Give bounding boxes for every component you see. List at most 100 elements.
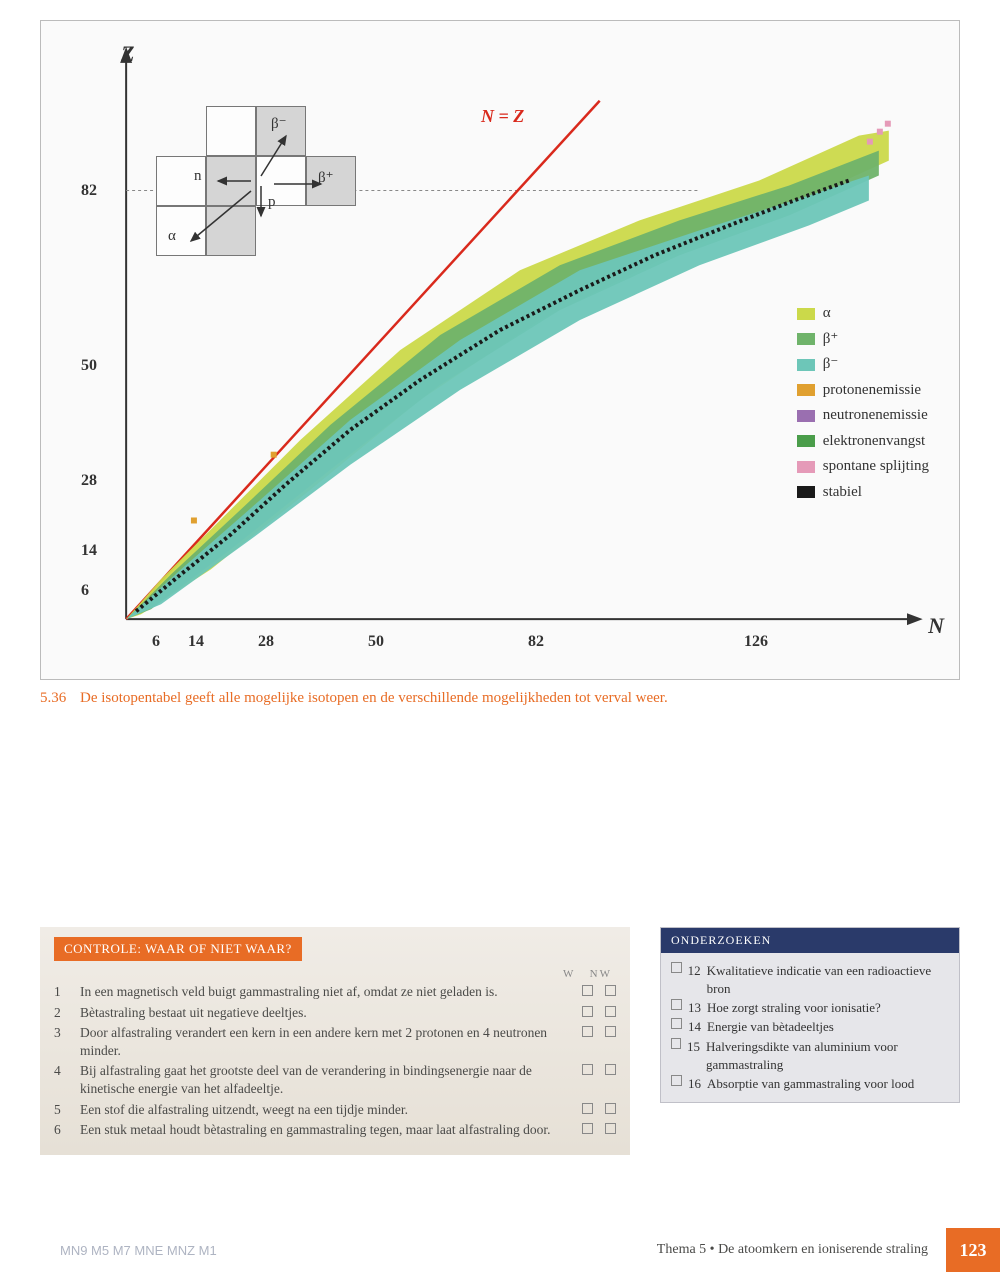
legend-label: spontane splijting <box>823 454 929 480</box>
onderzoeken-text: Hoe zorgt straling voor ionisatie? <box>707 999 881 1017</box>
col-w: W <box>563 968 575 980</box>
figure-caption: 5.36 De isotopentabel geeft alle mogelij… <box>40 690 960 707</box>
inset-beta-plus: β⁺ <box>318 168 334 187</box>
question-text: Een stuk metaal houdt bètastraling en ga… <box>80 1121 572 1139</box>
legend-swatch <box>797 384 815 396</box>
onderzoeken-item: 12Kwalitatieve indicatie van een radioac… <box>671 962 949 998</box>
question-row: 1 In een magnetisch veld buigt gammastral… <box>54 983 616 1001</box>
checkbox[interactable] <box>605 1103 616 1114</box>
question-text: In een magnetisch veld buigt gammastrali… <box>80 983 572 1001</box>
question-checkboxes <box>582 983 616 996</box>
x-tick: 82 <box>528 633 544 651</box>
checkbox[interactable] <box>582 1006 593 1017</box>
question-checkboxes <box>582 1024 616 1037</box>
checkbox[interactable] <box>671 1018 682 1029</box>
checkbox[interactable] <box>605 1064 616 1075</box>
question-row: 6 Een stuk metaal houdt bètastraling en g… <box>54 1121 616 1139</box>
control-header: CONTROLE: WAAR OF NIET WAAR? <box>54 937 302 961</box>
checkbox[interactable] <box>582 1103 593 1114</box>
question-text: Bètastraling bestaat uit negatieve deelt… <box>80 1004 572 1022</box>
legend-item: α <box>797 301 929 327</box>
checkbox[interactable] <box>582 985 593 996</box>
checkbox[interactable] <box>582 1064 593 1075</box>
inset-alpha: α <box>168 228 176 245</box>
onderzoeken-number: 15 <box>687 1038 700 1074</box>
col-nw: NW <box>590 968 612 980</box>
footer-theme: Thema 5 • De atoomkern en ioniserende st… <box>657 1242 946 1272</box>
legend-item: stabiel <box>797 480 929 506</box>
y-tick: 6 <box>81 582 89 600</box>
caption-number: 5.36 <box>40 690 66 706</box>
legend-label: stabiel <box>823 480 862 506</box>
onderzoeken-item: 13Hoe zorgt straling voor ionisatie? <box>671 999 949 1017</box>
page-number: 123 <box>946 1228 1000 1272</box>
question-text: Bij alfastraling gaat het grootste deel … <box>80 1062 572 1098</box>
legend-label: β⁻ <box>823 352 839 378</box>
onderzoeken-text: Absorptie van gammastraling voor lood <box>707 1075 914 1093</box>
legend-item: elektronenvangst <box>797 429 929 455</box>
checkbox[interactable] <box>671 1075 682 1086</box>
checkbox[interactable] <box>671 999 682 1010</box>
legend-item: spontane splijting <box>797 454 929 480</box>
legend-swatch <box>797 308 815 320</box>
x-tick: 28 <box>258 633 274 651</box>
question-number: 1 <box>54 983 70 1001</box>
chart-legend: αβ⁺β⁻protonenemissieneutronenemissieelek… <box>797 301 929 505</box>
question-row: 2 Bètastraling bestaat uit negatieve deel… <box>54 1004 616 1022</box>
inset-beta-minus: β⁻ <box>271 114 287 133</box>
control-block: CONTROLE: WAAR OF NIET WAAR? W NW 1 In ee… <box>40 927 630 1155</box>
checkbox[interactable] <box>582 1123 593 1134</box>
legend-swatch <box>797 435 815 447</box>
legend-swatch <box>797 359 815 371</box>
checkbox[interactable] <box>605 1006 616 1017</box>
inset-n: n <box>194 168 202 185</box>
legend-label: elektronenvangst <box>823 429 925 455</box>
question-number: 5 <box>54 1101 70 1119</box>
inset-p: p <box>268 194 276 211</box>
question-checkboxes <box>582 1101 616 1114</box>
nuclide-chart: Z N N = Z <box>40 20 960 680</box>
question-row: 4 Bij alfastraling gaat het grootste deel… <box>54 1062 616 1098</box>
onderzoeken-item: 16 Absorptie van gammastraling voor lood <box>671 1075 949 1093</box>
decay-inset: β⁻ n p β⁺ α <box>146 106 386 276</box>
onderzoeken-text: Halveringsdikte van aluminium voor gamma… <box>706 1038 949 1074</box>
legend-item: neutronenemissie <box>797 403 929 429</box>
legend-label: α <box>823 301 831 327</box>
legend-swatch <box>797 486 815 498</box>
checkbox[interactable] <box>605 1026 616 1037</box>
question-checkboxes <box>582 1121 616 1134</box>
y-tick: 28 <box>81 472 97 490</box>
x-tick: 126 <box>744 633 768 651</box>
onderzoeken-number: 16 <box>688 1075 701 1093</box>
checkbox[interactable] <box>582 1026 593 1037</box>
x-tick: 50 <box>368 633 384 651</box>
question-row: 5 Een stof die alfastraling uitzendt, wee… <box>54 1101 616 1119</box>
question-number: 2 <box>54 1004 70 1022</box>
checkbox[interactable] <box>605 1123 616 1134</box>
legend-swatch <box>797 333 815 345</box>
onderzoeken-text: Energie van bètadeeltjes <box>707 1018 834 1036</box>
legend-swatch <box>797 410 815 422</box>
legend-label: protonenemissie <box>823 378 921 404</box>
checkbox[interactable] <box>671 1038 681 1049</box>
legend-item: β⁺ <box>797 327 929 353</box>
onderzoeken-item: 14 Energie van bètadeeltjes <box>671 1018 949 1036</box>
question-number: 6 <box>54 1121 70 1139</box>
checkbox[interactable] <box>605 985 616 996</box>
x-tick: 6 <box>152 633 160 651</box>
legend-item: protonenemissie <box>797 378 929 404</box>
legend-label: neutronenemissie <box>823 403 928 429</box>
question-text: Een stof die alfastraling uitzendt, weeg… <box>80 1101 572 1119</box>
legend-swatch <box>797 461 815 473</box>
onderzoeken-header: ONDERZOEKEN <box>661 928 959 953</box>
nz-line-label: N = Z <box>481 106 524 127</box>
question-number: 4 <box>54 1062 70 1080</box>
question-checkboxes <box>582 1062 616 1075</box>
onderzoeken-panel: ONDERZOEKEN 12Kwalitatieve indicatie van… <box>660 927 960 1103</box>
y-tick: 50 <box>81 357 97 375</box>
onderzoeken-item: 15Halveringsdikte van aluminium voor gam… <box>671 1038 949 1074</box>
legend-item: β⁻ <box>797 352 929 378</box>
checkbox[interactable] <box>671 962 682 973</box>
onderzoeken-number: 14 <box>688 1018 701 1036</box>
question-number: 3 <box>54 1024 70 1042</box>
